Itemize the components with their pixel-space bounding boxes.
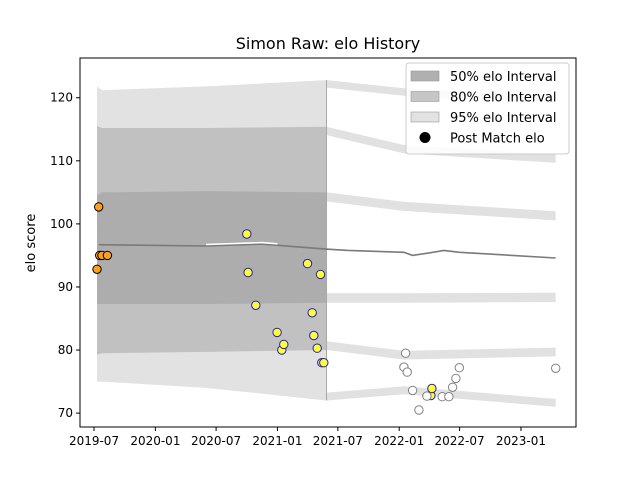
post-match-point	[242, 229, 252, 239]
x-tick-label: 2021-01	[252, 434, 302, 448]
post-match-point	[307, 308, 317, 318]
y-axis: 70 80 90 100 110 120	[50, 91, 80, 420]
post-match-point	[102, 250, 113, 261]
legend-marker	[419, 132, 431, 143]
x-tick-label: 2022-07	[435, 434, 485, 448]
post-match-point	[309, 330, 319, 341]
mean-elo-line	[98, 241, 556, 259]
y-tick-label: 90	[58, 280, 73, 294]
mean-elo-path	[98, 243, 556, 259]
x-axis: 2019-07 2020-01 2020-07 2021-01 2021-07 2022-…	[69, 427, 546, 448]
post-match-point	[407, 385, 418, 396]
post-match-point	[400, 348, 411, 358]
legend-swatch	[410, 91, 440, 102]
y-tick-label: 70	[58, 406, 73, 420]
legend-swatch	[410, 111, 440, 123]
x-tick-label: 2020-07	[191, 434, 241, 448]
legend-swatch	[410, 70, 440, 82]
legend-label: 80% elo Interval	[450, 91, 557, 106]
legend-label: 95% elo Interval	[450, 111, 557, 126]
post-match-point	[315, 269, 326, 280]
post-match-point	[94, 202, 104, 212]
post-match-point	[427, 383, 437, 394]
post-match-point	[243, 267, 253, 278]
band-p50-low-projected	[326, 292, 556, 303]
post-match-point	[414, 405, 424, 415]
x-tick-label: 2022-01	[374, 434, 424, 448]
post-match-point	[279, 339, 289, 350]
x-tick-label: 2020-01	[130, 434, 180, 448]
post-match-point	[551, 363, 561, 373]
post-match-point	[251, 300, 261, 310]
y-tick-label: 80	[58, 343, 73, 357]
post-match-point	[447, 382, 458, 392]
x-tick-label: 2023-01	[496, 434, 546, 448]
band-p50-high-projected	[326, 192, 556, 221]
post-match-point	[312, 343, 322, 353]
x-tick-label: 2019-07	[69, 434, 119, 448]
post-match-point	[402, 367, 412, 377]
post-match-point	[422, 391, 432, 401]
post-match-point	[272, 327, 282, 338]
post-match-point	[302, 258, 313, 269]
post-match-point	[92, 264, 102, 274]
confidence-bands	[97, 80, 556, 407]
legend-label: Post Match elo	[450, 132, 545, 147]
post-match-points	[92, 202, 561, 415]
band-50-active	[97, 191, 327, 304]
x-tick-label: 2021-07	[313, 434, 363, 448]
post-match-point	[319, 358, 329, 368]
band-p80-low-projected	[326, 341, 556, 360]
plot-frame	[79, 57, 577, 428]
mean-elo-highlight	[206, 241, 278, 246]
legend: 50% elo Interval 80% elo Interval 95% elo …	[405, 62, 570, 155]
y-tick-label: 120	[50, 91, 73, 105]
y-axis-label: elo score	[24, 214, 39, 273]
legend-label: 50% elo Interval	[450, 70, 557, 85]
post-match-point	[451, 373, 461, 384]
y-tick-label: 110	[50, 154, 73, 168]
legend-box	[405, 62, 570, 155]
chart-title: Simon Raw: elo History	[236, 34, 421, 53]
y-tick-label: 100	[50, 217, 73, 231]
post-match-point	[444, 392, 454, 402]
post-match-point	[454, 363, 464, 373]
